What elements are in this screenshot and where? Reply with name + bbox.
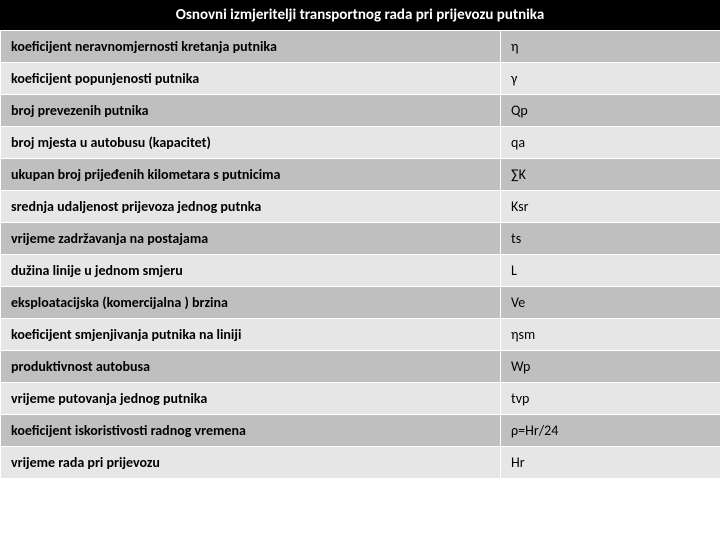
- table-row: srednja udaljenost prijevoza jednog putn…: [1, 191, 720, 223]
- table-row: koeficijent popunjenosti putnikaγ: [1, 63, 720, 95]
- row-description: koeficijent smjenjivanja putnika na lini…: [1, 319, 501, 351]
- row-description: koeficijent iskoristivosti radnog vremen…: [1, 415, 501, 447]
- row-symbol: Ve: [501, 287, 720, 319]
- table-row: ukupan broj prijeđenih kilometara s putn…: [1, 159, 720, 191]
- row-description: koeficijent popunjenosti putnika: [1, 63, 501, 95]
- table-row: produktivnost autobusaWp: [1, 351, 720, 383]
- table-row: dužina linije u jednom smjeruL: [1, 255, 720, 287]
- row-description: eksploatacijska (komercijalna ) brzina: [1, 287, 501, 319]
- table-row: broj prevezenih putnikaQp: [1, 95, 720, 127]
- row-symbol: Wp: [501, 351, 720, 383]
- row-description: vrijeme zadržavanja na postajama: [1, 223, 501, 255]
- row-description: srednja udaljenost prijevoza jednog putn…: [1, 191, 501, 223]
- table-row: eksploatacijska (komercijalna ) brzinaVe: [1, 287, 720, 319]
- row-description: vrijeme rada pri prijevozu: [1, 447, 501, 479]
- row-symbol: qa: [501, 127, 720, 159]
- table-row: koeficijent iskoristivosti radnog vremen…: [1, 415, 720, 447]
- row-symbol: ηsm: [501, 319, 720, 351]
- row-symbol: Ksr: [501, 191, 720, 223]
- row-description: dužina linije u jednom smjeru: [1, 255, 501, 287]
- table-body: koeficijent neravnomjernosti kretanja pu…: [0, 30, 720, 479]
- table-title: Osnovni izmjeritelji transportnog rada p…: [0, 0, 720, 30]
- table-row: vrijeme zadržavanja na postajamats: [1, 223, 720, 255]
- table-row: vrijeme rada pri prijevozuHr: [1, 447, 720, 479]
- table-row: broj mjesta u autobusu (kapacitet)qa: [1, 127, 720, 159]
- row-description: produktivnost autobusa: [1, 351, 501, 383]
- row-description: broj prevezenih putnika: [1, 95, 501, 127]
- row-symbol: η: [501, 31, 720, 63]
- table-row: vrijeme putovanja jednog putnikatvp: [1, 383, 720, 415]
- row-description: koeficijent neravnomjernosti kretanja pu…: [1, 31, 501, 63]
- parameters-table: Osnovni izmjeritelji transportnog rada p…: [0, 0, 720, 479]
- row-symbol: Hr: [501, 447, 720, 479]
- row-symbol: tvp: [501, 383, 720, 415]
- table-row: koeficijent neravnomjernosti kretanja pu…: [1, 31, 720, 63]
- row-description: ukupan broj prijeđenih kilometara s putn…: [1, 159, 501, 191]
- row-symbol: ∑K: [501, 159, 720, 191]
- row-symbol: Qp: [501, 95, 720, 127]
- row-symbol: ρ=Hr/24: [501, 415, 720, 447]
- row-symbol: L: [501, 255, 720, 287]
- row-description: vrijeme putovanja jednog putnika: [1, 383, 501, 415]
- row-description: broj mjesta u autobusu (kapacitet): [1, 127, 501, 159]
- row-symbol: γ: [501, 63, 720, 95]
- table-row: koeficijent smjenjivanja putnika na lini…: [1, 319, 720, 351]
- row-symbol: ts: [501, 223, 720, 255]
